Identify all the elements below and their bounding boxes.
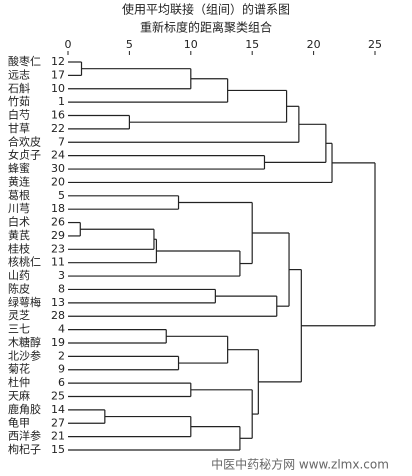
- leaf-label: 山药: [8, 269, 30, 282]
- case-number: 10: [51, 82, 65, 95]
- leaf-label: 木糖醇: [8, 335, 41, 349]
- leaf-label: 女贞子: [8, 148, 41, 162]
- leaf-label: 杜仲: [8, 375, 30, 389]
- leaf-label: 黄芪: [8, 228, 30, 242]
- case-number: 27: [51, 416, 65, 429]
- case-number: 30: [51, 162, 65, 175]
- case-number: 14: [51, 403, 65, 416]
- chart-title: 使用平均联接（组间）的谱系图: [122, 2, 290, 17]
- case-number: 15: [51, 443, 65, 456]
- case-number: 24: [51, 149, 65, 162]
- x-tick-label: 10: [184, 38, 198, 51]
- leaf-label: 白术: [8, 215, 30, 229]
- case-number: 12: [51, 55, 65, 68]
- leaf-label: 天麻: [8, 389, 30, 403]
- case-number: 2: [58, 349, 65, 362]
- case-number: 6: [58, 376, 65, 389]
- case-number: 4: [58, 323, 65, 336]
- leaf-label: 白芍: [8, 108, 30, 122]
- leaf-label: 北沙参: [8, 348, 41, 362]
- x-tick-label: 15: [245, 38, 259, 51]
- leaf-label: 远志: [8, 68, 30, 81]
- leaf-label: 合欢皮: [8, 134, 41, 148]
- case-number: 25: [51, 390, 65, 403]
- watermark: 中医中药秘方网 www.zlmx.com: [211, 457, 389, 472]
- chart-subtitle: 重新标度的距离聚类组合: [140, 20, 272, 35]
- case-number: 1: [58, 95, 65, 108]
- case-number: 3: [58, 269, 65, 282]
- case-number: 19: [51, 336, 65, 349]
- case-number: 26: [51, 216, 65, 229]
- case-number: 28: [51, 309, 65, 322]
- leaf-label: 核桃仁: [8, 255, 41, 269]
- leaf-label: 蜂蜜: [8, 161, 30, 175]
- leaf-label: 西洋参: [8, 429, 41, 443]
- leaf-label: 灵芝: [8, 309, 30, 322]
- leaf-label: 酸枣仁: [8, 54, 41, 68]
- leaf-label: 川芎: [8, 201, 30, 215]
- case-number: 20: [51, 175, 65, 188]
- leaf-label: 石斛: [8, 81, 30, 95]
- leaf-label: 龟甲: [8, 416, 30, 429]
- case-number: 13: [51, 296, 65, 309]
- case-number: 7: [58, 135, 65, 148]
- leaf-label: 菊花: [8, 363, 30, 376]
- leaf-label: 枸杞子: [8, 442, 41, 456]
- leaf-label: 鹿角胶: [8, 402, 41, 416]
- leaf-label: 三七: [8, 323, 30, 336]
- case-number: 16: [51, 109, 65, 122]
- case-number: 18: [51, 202, 65, 215]
- leaf-label: 黄连: [8, 174, 30, 188]
- case-number: 17: [51, 68, 65, 81]
- case-number: 23: [51, 242, 65, 255]
- leaf-label: 桂枝: [8, 241, 30, 255]
- case-number: 29: [51, 229, 65, 242]
- case-number: 5: [58, 189, 65, 202]
- x-tick-label: 5: [126, 38, 133, 51]
- case-number: 8: [58, 282, 65, 295]
- case-number: 21: [51, 430, 65, 443]
- x-tick-label: 20: [307, 38, 321, 51]
- case-number: 22: [51, 122, 65, 135]
- case-number: 11: [51, 256, 65, 269]
- x-tick-label: 0: [65, 38, 72, 51]
- case-number: 9: [58, 363, 65, 376]
- leaf-label: 陈皮: [8, 281, 30, 295]
- leaf-label: 竹茹: [8, 94, 30, 108]
- x-tick-label: 25: [368, 38, 382, 51]
- leaf-label: 葛根: [8, 188, 30, 202]
- leaf-label: 甘草: [8, 122, 30, 135]
- leaf-label: 绿萼梅: [8, 295, 41, 309]
